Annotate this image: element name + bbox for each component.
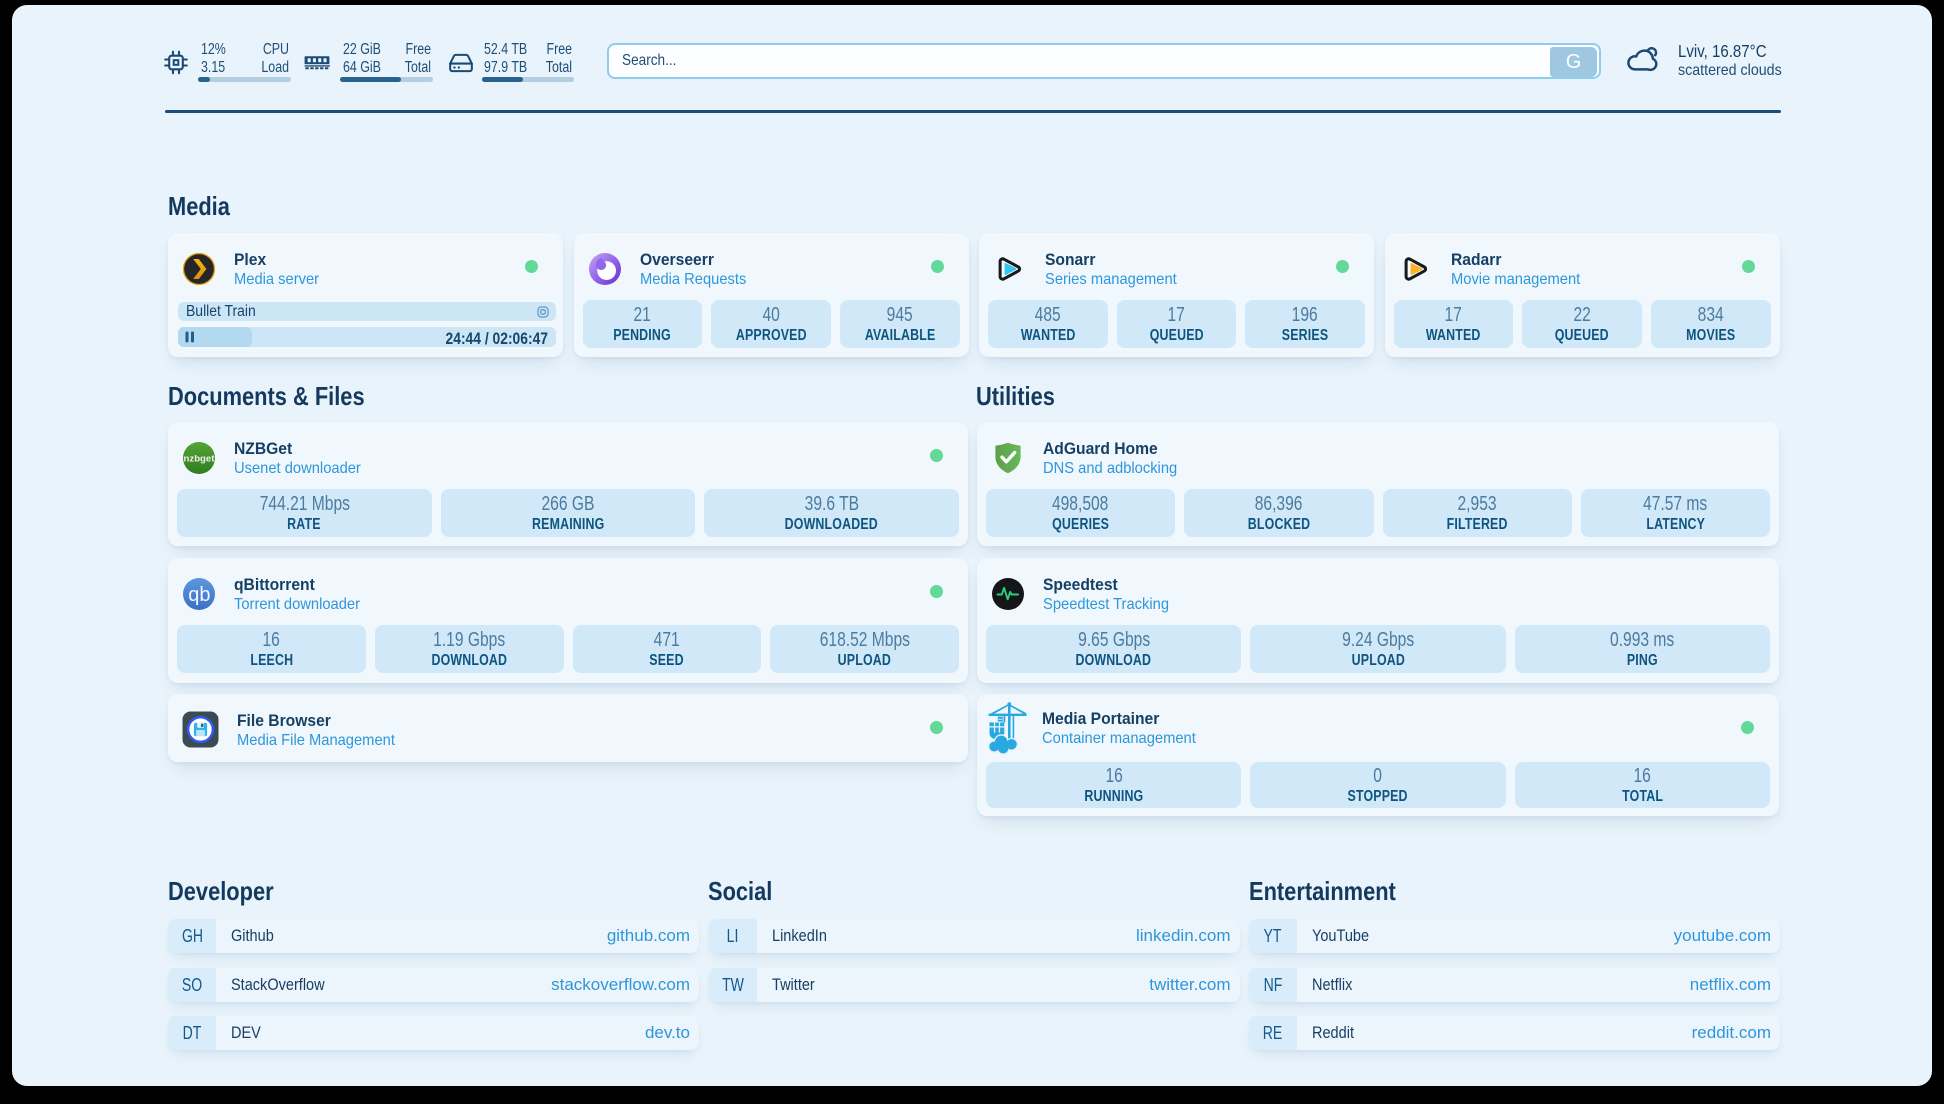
svg-text:nzbget: nzbget — [184, 454, 216, 465]
svg-text:qb: qb — [188, 583, 210, 605]
